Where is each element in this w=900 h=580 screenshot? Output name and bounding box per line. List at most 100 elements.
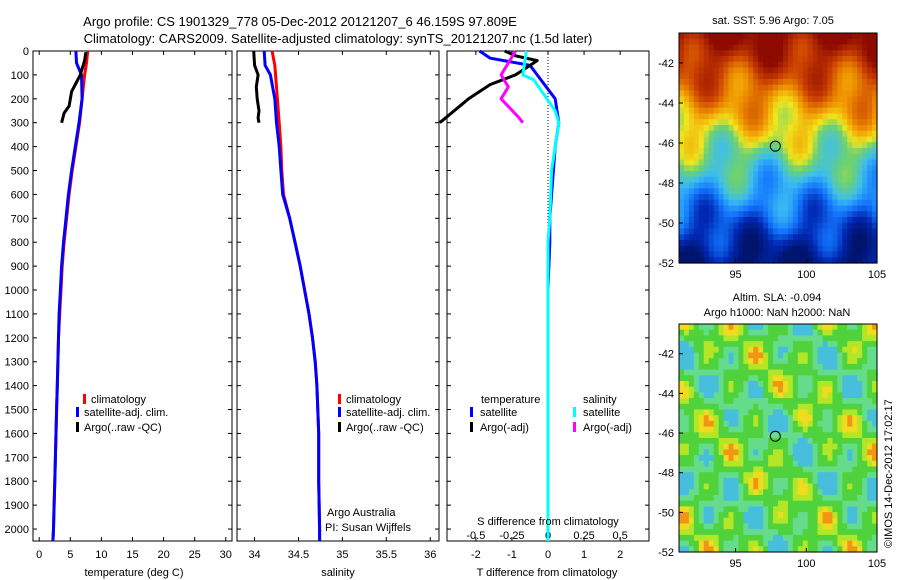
map-cell bbox=[773, 33, 779, 40]
map-cell bbox=[738, 188, 744, 195]
map-cell bbox=[683, 188, 690, 195]
map-cell bbox=[852, 217, 858, 224]
map-cell bbox=[812, 381, 819, 388]
map-cell bbox=[713, 251, 720, 258]
map-cell bbox=[782, 420, 789, 428]
map-cell bbox=[698, 495, 705, 502]
map-cell bbox=[867, 125, 873, 132]
map-cell bbox=[743, 67, 749, 74]
map-cell bbox=[718, 217, 725, 224]
map-cell bbox=[822, 540, 829, 547]
map-cell bbox=[733, 358, 739, 365]
map-cell bbox=[862, 375, 868, 382]
map-cell bbox=[733, 466, 739, 473]
map-cell bbox=[807, 102, 814, 109]
map-cell bbox=[807, 234, 814, 241]
map-cell bbox=[758, 234, 764, 241]
map-cell bbox=[832, 324, 838, 331]
map-cell bbox=[728, 61, 735, 69]
map-cell bbox=[807, 159, 814, 166]
map-x-tick-label: 100 bbox=[797, 269, 815, 281]
map-cell bbox=[842, 234, 848, 241]
map-cell bbox=[857, 84, 863, 92]
map-cell bbox=[733, 472, 739, 479]
map-cell bbox=[758, 495, 764, 502]
map-cell bbox=[778, 540, 784, 547]
map-cell bbox=[753, 500, 759, 507]
map-cell bbox=[778, 61, 784, 69]
map-cell bbox=[743, 335, 749, 342]
map-cell bbox=[792, 495, 799, 502]
depth-tick-label: 1100 bbox=[5, 309, 29, 321]
map-cell bbox=[817, 176, 824, 184]
map-cell bbox=[812, 171, 819, 178]
map-cell bbox=[822, 392, 829, 399]
map-cell bbox=[792, 136, 799, 143]
map-cell bbox=[842, 409, 848, 416]
map-cell bbox=[748, 50, 754, 57]
map-cell bbox=[703, 477, 710, 485]
map-cell bbox=[718, 346, 725, 354]
map-cell bbox=[718, 534, 725, 542]
map-cell bbox=[822, 194, 829, 201]
map-cell bbox=[728, 438, 735, 445]
map-cell bbox=[837, 73, 843, 80]
map-cell bbox=[792, 222, 799, 230]
map-y-tick-label: -50 bbox=[658, 507, 674, 519]
map-cell bbox=[698, 165, 705, 172]
map-cell bbox=[797, 523, 804, 530]
map-cell bbox=[792, 153, 799, 161]
map-cell bbox=[832, 79, 838, 86]
map-cell bbox=[688, 398, 695, 405]
map-cell bbox=[718, 96, 725, 103]
map-cell bbox=[743, 403, 749, 411]
map-cell bbox=[782, 217, 789, 224]
map-cell bbox=[847, 84, 853, 92]
map-cell bbox=[703, 228, 710, 235]
x-tick-label: 36 bbox=[424, 549, 436, 561]
map-cell bbox=[778, 234, 784, 241]
map-cell bbox=[708, 245, 715, 253]
map-cell bbox=[679, 426, 685, 433]
map-cell bbox=[837, 96, 843, 103]
map-cell bbox=[837, 392, 843, 399]
map-cell bbox=[708, 33, 715, 40]
map-cell bbox=[733, 102, 739, 109]
map-cell bbox=[708, 217, 715, 224]
map-cell bbox=[827, 90, 834, 97]
map-cell bbox=[787, 119, 794, 126]
x-tick-label: -2 bbox=[471, 549, 481, 561]
map-cell bbox=[847, 329, 853, 336]
map-cell bbox=[847, 358, 853, 365]
map-cell bbox=[748, 466, 754, 473]
map-cell bbox=[832, 240, 838, 247]
map-cell bbox=[683, 409, 690, 416]
map-cell bbox=[763, 142, 769, 149]
map-cell bbox=[703, 171, 710, 178]
map-cell bbox=[688, 415, 695, 422]
map-cell bbox=[778, 245, 784, 253]
map-cell bbox=[773, 523, 779, 530]
map-cell bbox=[748, 341, 754, 348]
map-cell bbox=[708, 136, 715, 143]
map-cell bbox=[743, 489, 749, 496]
map-cell bbox=[822, 217, 829, 224]
series-line-argo-raw-qc- bbox=[252, 50, 261, 123]
map-cell bbox=[792, 182, 799, 189]
map-cell bbox=[812, 438, 819, 445]
map-cell bbox=[867, 44, 873, 51]
map-cell bbox=[683, 443, 690, 450]
map-cell bbox=[778, 449, 784, 456]
map-cell bbox=[837, 188, 843, 195]
map-cell bbox=[693, 392, 700, 399]
map-cell bbox=[718, 61, 725, 69]
map-cell bbox=[857, 386, 863, 393]
map-cell bbox=[703, 50, 710, 57]
map-cell bbox=[679, 130, 685, 138]
map-cell bbox=[679, 358, 685, 365]
map-cell bbox=[733, 477, 739, 485]
map-cell bbox=[773, 257, 779, 264]
map-cell bbox=[718, 257, 725, 264]
map-cell bbox=[743, 113, 749, 120]
map-cell bbox=[703, 73, 710, 80]
